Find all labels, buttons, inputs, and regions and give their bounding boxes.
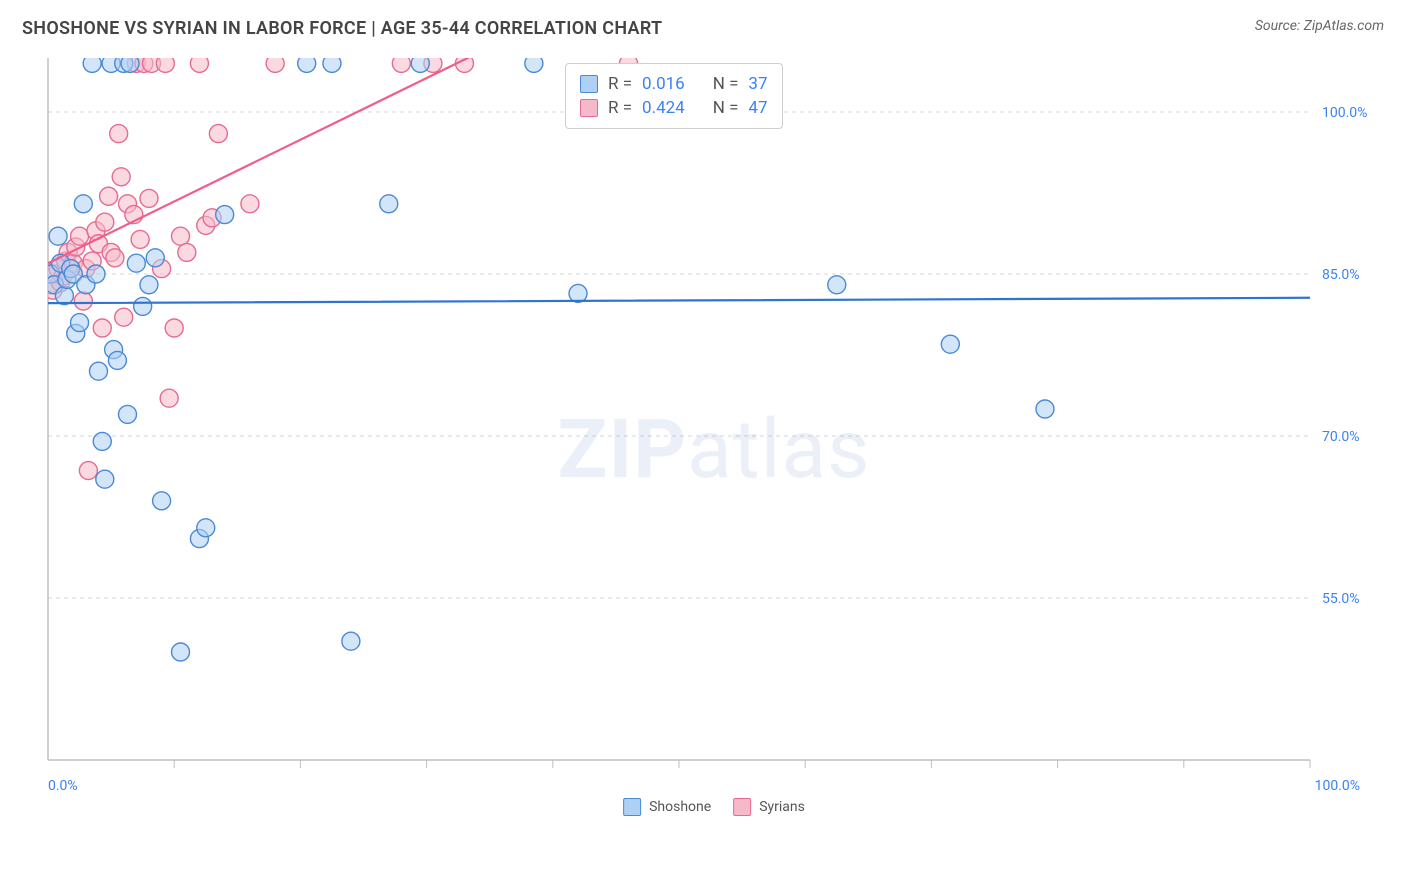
correlation-row-syrians: R = 0.424 N = 47 [580,96,768,120]
corr-r-label: R = [608,98,632,118]
chart-title: SHOSHONE VS SYRIAN IN LABOR FORCE | AGE … [22,18,662,39]
corr-n-label: N = [713,98,739,118]
legend-swatch-syrians [733,798,751,816]
svg-text:85.0%: 85.0% [1322,267,1360,283]
chart-source: Source: ZipAtlas.com [1255,18,1384,34]
corr-r-syrians: 0.424 [642,98,685,118]
legend-label-shoshone: Shoshone [649,799,711,815]
legend-swatch-shoshone [623,798,641,816]
svg-text:100.0%: 100.0% [1322,105,1367,121]
correlation-legend: R = 0.016 N = 37 R = 0.424 N = 47 [565,63,783,129]
svg-text:100.0%: 100.0% [1315,778,1360,794]
corr-n-label: N = [713,74,739,94]
svg-text:70.0%: 70.0% [1322,429,1360,445]
corr-n-syrians: 47 [748,98,767,118]
legend-item-syrians: Syrians [733,798,805,816]
svg-text:55.0%: 55.0% [1322,591,1360,607]
swatch-syrians [580,99,598,117]
corr-r-label: R = [608,74,632,94]
svg-text:0.0%: 0.0% [48,778,78,794]
corr-r-shoshone: 0.016 [642,74,685,94]
correlation-row-shoshone: R = 0.016 N = 37 [580,72,768,96]
corr-n-shoshone: 37 [748,74,767,94]
legend-label-syrians: Syrians [759,799,805,815]
plot-area: 55.0%70.0%85.0%100.0%0.0%100.0% ZIPatlas… [40,50,1388,820]
legend-item-shoshone: Shoshone [623,798,711,816]
legend-bottom: Shoshone Syrians [623,798,805,816]
chart-header: SHOSHONE VS SYRIAN IN LABOR FORCE | AGE … [22,18,1384,39]
swatch-shoshone [580,75,598,93]
scatter-chart: 55.0% 70.0% 85.0% 100.0% 0.0% 100.0% [40,50,1388,820]
